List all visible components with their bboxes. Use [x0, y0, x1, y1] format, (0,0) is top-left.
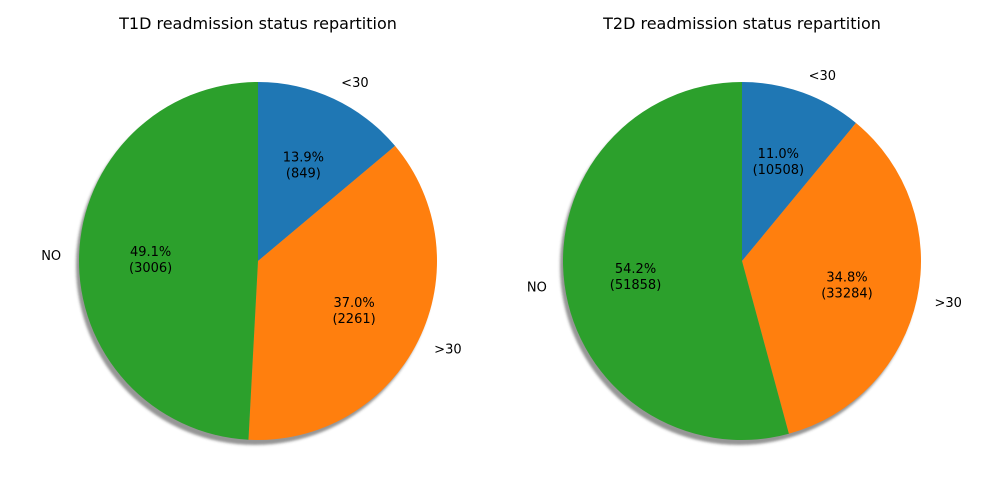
- pie-slice: [248, 145, 437, 440]
- slice-percent-label: 49.1%: [130, 245, 171, 260]
- slice-category-label: NO: [41, 249, 61, 264]
- slice-percent-label: 54.2%: [615, 262, 656, 277]
- slice-count-label: (2261): [332, 312, 375, 327]
- slice-category-label: >30: [934, 296, 961, 311]
- slice-count-label: (849): [286, 167, 321, 182]
- slice-percent-label: 11.0%: [758, 147, 799, 162]
- slice-category-label: <30: [341, 76, 368, 91]
- pie-slices: <30 13.9%(849) >30 37.0%(2261) NO 49.1%(3006): [41, 76, 462, 445]
- slice-category-label: >30: [434, 342, 461, 357]
- pie-slice: [562, 82, 789, 441]
- slice-count-label: (51858): [610, 278, 662, 293]
- slice-category-label: NO: [527, 281, 547, 296]
- slice-percent-label: 37.0%: [333, 296, 374, 311]
- slice-category-label: <30: [809, 69, 836, 84]
- pie-slices: <30 11.0%(10508) >30 34.8%(33284) NO 54.2%(51…: [527, 69, 962, 445]
- slice-count-label: (10508): [753, 163, 805, 178]
- slice-percent-label: 34.8%: [826, 271, 867, 286]
- slice-percent-label: 13.9%: [283, 151, 324, 166]
- pie-chart-t2d: T2D readmission status repartition <30 11…: [527, 14, 962, 445]
- pie-slice: [258, 82, 396, 261]
- slice-count-label: (3006): [129, 261, 172, 276]
- pie-slice: [742, 122, 922, 434]
- pie-chart-t1d: T1D readmission status repartition <30 13…: [41, 14, 462, 445]
- pie-slice: [79, 82, 258, 440]
- chart-title: T1D readmission status repartition: [118, 14, 397, 33]
- pie-slice: [742, 82, 856, 261]
- slice-count-label: (33284): [821, 287, 873, 302]
- chart-title: T2D readmission status repartition: [602, 14, 881, 33]
